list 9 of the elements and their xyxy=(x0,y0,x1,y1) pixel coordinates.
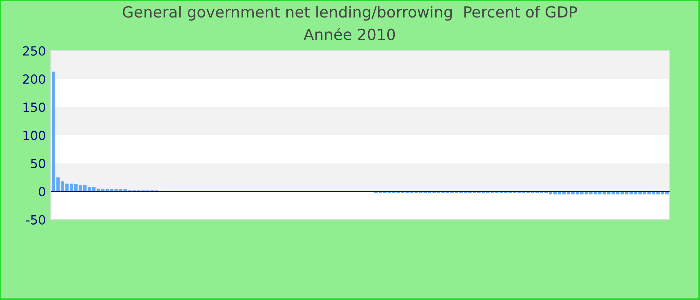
y-tick-label: 50 xyxy=(31,159,46,169)
chart-subtitle: Année 2010 xyxy=(304,28,396,40)
y-tick-label: 200 xyxy=(23,74,46,84)
y-tick-label: 100 xyxy=(24,130,46,140)
y-tick-label: -50 xyxy=(26,215,46,225)
y-tick-label: 250 xyxy=(23,46,46,56)
chart-title: General government net lending/borrowing Percent of GDP xyxy=(123,6,578,21)
y-tick-label: 150 xyxy=(24,102,46,112)
y-tick-label: 0 xyxy=(39,187,46,197)
